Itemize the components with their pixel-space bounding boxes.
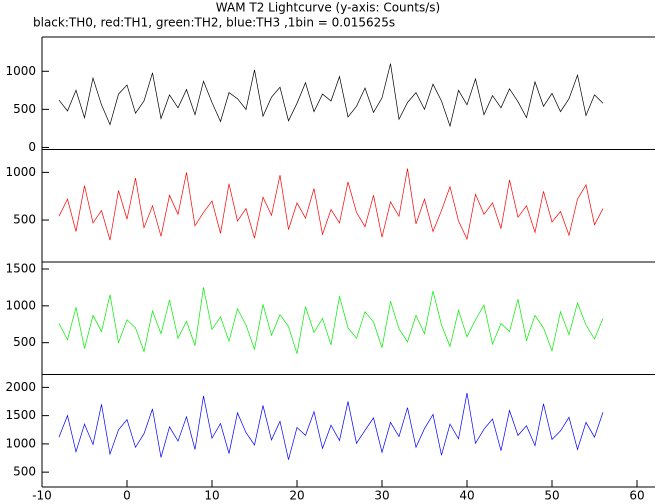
lightcurve <box>58 392 604 460</box>
y-tick-label: 1000 <box>5 436 36 450</box>
y-tick-label: 1500 <box>5 261 36 275</box>
y-tick-label: 1000 <box>5 165 36 179</box>
lightcurve <box>58 63 604 128</box>
x-tick-label: 40 <box>459 489 474 503</box>
y-tick-label: 500 <box>13 335 36 349</box>
chart-title: WAM T2 Lightcurve (y-axis: Counts/s) <box>216 1 440 15</box>
y-tick-label: 1500 <box>5 408 36 422</box>
y-tick-label: 500 <box>13 213 36 227</box>
x-tick-label: 50 <box>544 489 559 503</box>
y-tick-label: 500 <box>13 102 36 116</box>
y-tick-label: 1000 <box>5 64 36 78</box>
chart-subtitle: black:TH0, red:TH1, green:TH2, blue:TH3 … <box>33 16 395 30</box>
x-tick-label: 60 <box>629 489 644 503</box>
x-tick-label: 10 <box>204 489 219 503</box>
x-tick-label: 20 <box>289 489 304 503</box>
lightcurve <box>58 287 604 354</box>
y-tick-label: 1000 <box>5 298 36 312</box>
y-tick-label: 2000 <box>5 380 36 394</box>
x-tick-label: 0 <box>123 489 131 503</box>
lightcurve <box>58 168 604 241</box>
y-tick-label: 500 <box>13 465 36 479</box>
x-tick-label: -10 <box>32 489 52 503</box>
x-tick-label: 30 <box>374 489 389 503</box>
y-tick-label: 0 <box>28 140 36 154</box>
